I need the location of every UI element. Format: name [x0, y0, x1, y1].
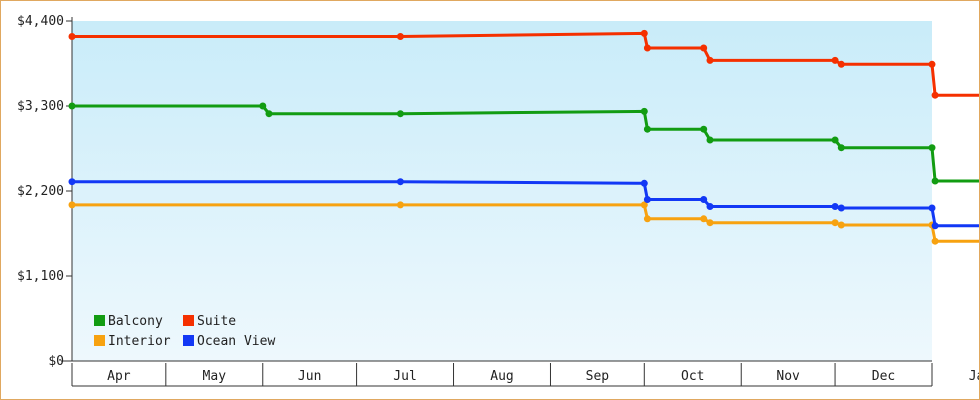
data-point-suite [831, 56, 839, 64]
data-point-suite [706, 56, 714, 64]
x-tick-label: Nov [776, 369, 800, 384]
data-point-balcony [643, 125, 651, 133]
data-point-ocean-view [640, 179, 648, 187]
legend-swatch-balcony [94, 315, 105, 326]
data-point-suite [396, 33, 404, 40]
data-point-ocean-view [837, 204, 845, 212]
data-point-balcony [837, 144, 845, 152]
data-point-suite [837, 60, 845, 68]
data-point-balcony [396, 110, 404, 118]
data-point-ocean-view [706, 203, 714, 210]
legend-label-balcony: Balcony [108, 314, 163, 329]
x-tick-label: Jun [298, 369, 321, 384]
data-point-ocean-view [396, 178, 404, 186]
y-tick-label: $0 [48, 354, 64, 369]
data-point-interior [837, 221, 845, 229]
data-point-balcony [831, 136, 839, 144]
data-point-suite [640, 29, 648, 37]
data-point-ocean-view [68, 178, 76, 186]
data-point-balcony [265, 110, 273, 118]
data-point-interior [643, 215, 651, 223]
y-tick-label: $2,200 [17, 184, 64, 199]
data-point-suite [700, 44, 708, 52]
data-point-balcony [640, 107, 648, 115]
data-point-balcony [928, 144, 936, 152]
series-line-interior [72, 203, 979, 243]
legend-swatch-suite [183, 315, 194, 326]
legend-label-ocean-view: Ocean View [197, 334, 275, 349]
legend-label-suite: Suite [197, 314, 236, 329]
legend-label-interior: Interior [108, 334, 171, 349]
data-point-balcony [931, 177, 939, 185]
x-tick-label: Jul [393, 369, 416, 384]
data-point-balcony [259, 102, 267, 110]
x-tick-label: Apr [107, 369, 131, 384]
x-tick-label: Aug [490, 369, 513, 384]
data-point-ocean-view [643, 196, 651, 203]
data-point-suite [68, 33, 76, 40]
x-tick-label: Dec [872, 369, 895, 384]
y-tick-label: $1,100 [17, 269, 64, 284]
data-point-interior [640, 201, 648, 209]
data-point-balcony [700, 125, 708, 133]
x-tick-label: Oct [681, 369, 704, 384]
series-line-suite [72, 31, 979, 97]
x-tick-label: Jan [969, 369, 979, 384]
data-point-interior [831, 219, 839, 227]
data-point-suite [643, 44, 651, 52]
data-point-interior [706, 219, 714, 227]
data-point-interior [396, 201, 404, 209]
y-tick-label: $3,300 [17, 99, 64, 114]
data-point-ocean-view [931, 222, 939, 230]
data-point-interior [931, 237, 939, 245]
data-point-balcony [68, 102, 76, 110]
x-tick-label: May [203, 369, 227, 384]
y-tick-label: $4,400 [17, 14, 64, 29]
data-point-interior [68, 201, 76, 209]
data-point-suite [928, 60, 936, 68]
data-point-ocean-view [928, 204, 936, 212]
data-point-suite [931, 91, 939, 99]
plot-background [72, 21, 932, 361]
legend-swatch-interior [94, 335, 105, 346]
data-point-interior [700, 215, 708, 223]
data-point-ocean-view [831, 203, 839, 210]
data-point-balcony [706, 136, 714, 144]
x-tick-label: Sep [586, 369, 610, 384]
legend-swatch-ocean-view [183, 335, 194, 346]
data-point-ocean-view [700, 196, 708, 203]
